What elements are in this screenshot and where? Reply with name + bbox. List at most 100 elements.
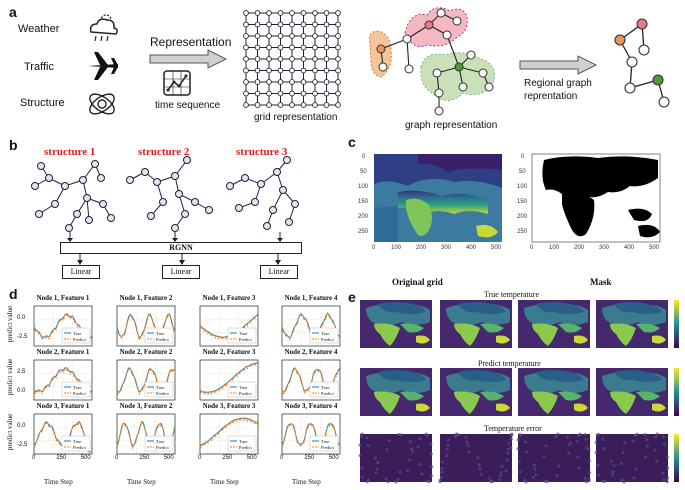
grid-node bbox=[335, 90, 341, 97]
plot-title: Node 1, Feature 3 bbox=[202, 294, 256, 302]
svg-text:True: True bbox=[239, 439, 247, 444]
structure-3-label: structure 3 bbox=[236, 146, 288, 158]
temperature-map bbox=[360, 300, 432, 348]
svg-text:0: 0 bbox=[530, 245, 534, 251]
original-grid-header: Original grid bbox=[392, 277, 443, 287]
grid-node bbox=[243, 102, 249, 108]
grid-node bbox=[312, 21, 318, 28]
svg-text:Predict: Predict bbox=[156, 337, 169, 342]
grid-node bbox=[266, 79, 272, 85]
row-title-error: Temperature error bbox=[484, 424, 542, 433]
svg-text:300: 300 bbox=[441, 245, 452, 251]
grid-node bbox=[243, 44, 249, 51]
plot-title: Node 2, Feature 2 bbox=[119, 348, 173, 356]
panel-label-d: d bbox=[9, 286, 18, 302]
svg-text:Predict: Predict bbox=[73, 337, 86, 342]
grid-node bbox=[289, 90, 295, 97]
grid-node bbox=[254, 79, 261, 85]
plot-title: Node 1, Feature 2 bbox=[119, 294, 173, 302]
grid-node bbox=[266, 102, 272, 108]
grid-node bbox=[335, 33, 341, 39]
grid-node bbox=[312, 67, 318, 74]
y-tick-label: 0.0 bbox=[17, 314, 26, 321]
plot-title: Node 2, Feature 4 bbox=[284, 348, 338, 356]
grid-representation bbox=[243, 10, 341, 108]
grid-node bbox=[254, 21, 261, 28]
grid-node bbox=[277, 67, 284, 74]
svg-text:150: 150 bbox=[358, 199, 369, 205]
grid-node bbox=[335, 79, 341, 85]
grid-node bbox=[243, 90, 249, 97]
svg-text:500: 500 bbox=[491, 245, 502, 251]
grid-node bbox=[323, 67, 330, 74]
grid-node bbox=[312, 10, 318, 16]
linear-block-2: Linear bbox=[162, 265, 200, 279]
svg-text:Predict: Predict bbox=[321, 391, 334, 396]
svg-text:Predict: Predict bbox=[321, 337, 334, 342]
temperature-map bbox=[596, 300, 668, 348]
colorbar bbox=[674, 434, 679, 482]
svg-text:0: 0 bbox=[372, 245, 376, 251]
grid-node bbox=[335, 10, 341, 16]
grid-node bbox=[312, 44, 318, 51]
grid-node bbox=[243, 67, 249, 74]
plot-title: Node 1, Feature 1 bbox=[36, 294, 90, 302]
grid-node bbox=[266, 21, 272, 28]
temperature-map bbox=[594, 432, 670, 484]
input-weather-label: Weather bbox=[18, 23, 60, 35]
grid-node bbox=[300, 33, 307, 39]
svg-text:True: True bbox=[239, 385, 247, 390]
svg-text:True: True bbox=[321, 385, 329, 390]
grid-node bbox=[254, 33, 261, 39]
x-tick-label: 500 bbox=[246, 455, 257, 461]
predict-series-line bbox=[281, 421, 341, 448]
grid-node bbox=[323, 44, 330, 51]
grid-node bbox=[323, 102, 330, 108]
x-tick-label: 0 bbox=[198, 455, 202, 461]
svg-text:100: 100 bbox=[549, 245, 560, 251]
grid-node bbox=[277, 44, 284, 51]
svg-text:True: True bbox=[239, 331, 247, 336]
temperature-map bbox=[438, 432, 514, 484]
x-tick-label: 500 bbox=[163, 455, 174, 461]
regional-label-line1: Regional graph bbox=[524, 78, 592, 89]
grid-node bbox=[335, 56, 341, 62]
representation-arrow bbox=[149, 49, 228, 69]
grid-node bbox=[323, 56, 330, 62]
grid-node bbox=[300, 10, 307, 16]
svg-text:400: 400 bbox=[624, 245, 635, 251]
svg-text:200: 200 bbox=[416, 245, 427, 251]
grid-node bbox=[312, 79, 318, 85]
svg-text:Predict: Predict bbox=[156, 445, 169, 450]
svg-text:Predict: Predict bbox=[239, 391, 252, 396]
grid-node bbox=[243, 21, 249, 28]
svg-text:True: True bbox=[156, 439, 164, 444]
input-structure-label: Structure bbox=[20, 97, 65, 109]
panel-label-e: e bbox=[348, 289, 356, 305]
svg-text:100: 100 bbox=[517, 184, 528, 190]
grid-node bbox=[266, 67, 272, 74]
grid-node bbox=[335, 21, 341, 28]
grid-node bbox=[266, 44, 272, 51]
grid-node bbox=[254, 10, 261, 16]
y-tick-label: 0.0 bbox=[17, 422, 26, 429]
grid-node bbox=[254, 67, 261, 74]
x-tick-label: 500 bbox=[80, 455, 91, 461]
regional-arrow bbox=[519, 55, 598, 75]
grid-node bbox=[300, 102, 307, 108]
grid-node bbox=[300, 90, 307, 97]
grid-node bbox=[254, 56, 261, 62]
svg-text:100: 100 bbox=[391, 245, 402, 251]
graph-representation-label: graph representation bbox=[405, 120, 498, 131]
grid-node bbox=[312, 33, 318, 39]
